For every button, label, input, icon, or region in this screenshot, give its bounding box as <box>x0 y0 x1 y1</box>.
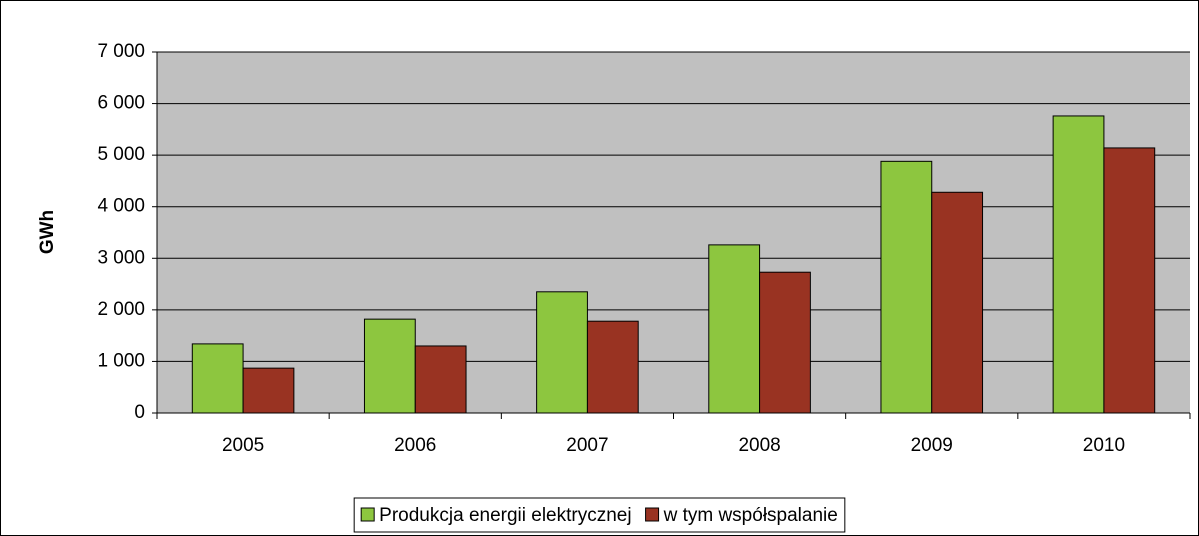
legend-label: Produkcja energii elektrycznej <box>379 505 631 526</box>
bar <box>191 343 244 414</box>
x-tick-label: 2006 <box>394 435 436 456</box>
bar <box>242 367 295 414</box>
y-tick-label: 4 000 <box>97 196 145 217</box>
x-tick-label: 2005 <box>222 435 264 456</box>
x-tick-label: 2009 <box>911 435 953 456</box>
legend: Produkcja energii elektrycznej w tym wspó… <box>353 497 846 533</box>
legend-swatch <box>645 507 660 522</box>
y-tick-label: 7 000 <box>97 41 145 62</box>
plot-area <box>157 52 1190 413</box>
bar <box>931 191 984 414</box>
y-tick-label: 3 000 <box>97 247 145 268</box>
x-tick-label: 2008 <box>738 435 780 456</box>
y-tick-label: 1 000 <box>97 350 145 371</box>
bar <box>536 291 588 414</box>
bar <box>363 318 416 414</box>
y-tick-label: 2 000 <box>97 299 145 320</box>
x-tick-label: 2007 <box>566 435 608 456</box>
bar <box>708 244 761 414</box>
legend-swatch <box>360 507 375 522</box>
bar <box>414 345 467 414</box>
bar <box>586 320 639 414</box>
y-axis-label: GWh <box>37 210 58 254</box>
y-tick-label: 0 <box>134 402 145 423</box>
x-tick-label: 2010 <box>1083 435 1125 456</box>
y-tick-label: 6 000 <box>97 93 145 114</box>
bar <box>1103 147 1156 414</box>
legend-box <box>353 497 846 533</box>
bar <box>1052 115 1105 414</box>
y-tick-label: 5 000 <box>97 144 145 165</box>
legend-label: w tym współspalanie <box>663 505 838 526</box>
bar <box>759 271 811 414</box>
bar <box>880 160 933 414</box>
